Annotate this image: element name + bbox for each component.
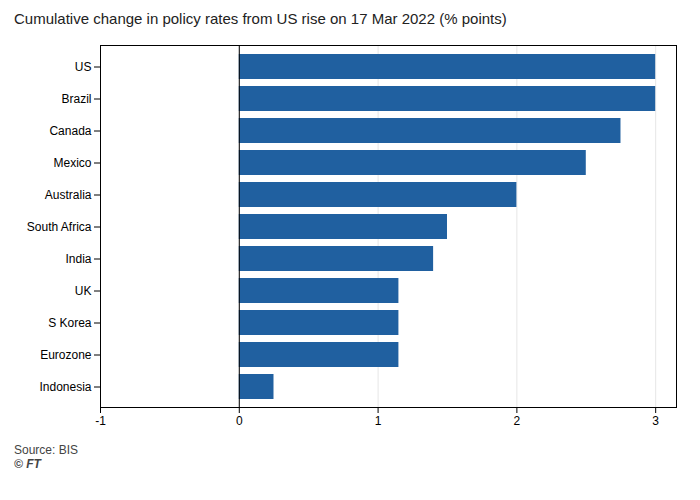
svg-text:Indonesia: Indonesia xyxy=(39,380,91,394)
svg-text:1: 1 xyxy=(375,414,382,428)
svg-text:Australia: Australia xyxy=(45,188,92,202)
svg-text:2: 2 xyxy=(514,414,521,428)
svg-text:S Korea: S Korea xyxy=(48,316,92,330)
svg-text:UK: UK xyxy=(75,284,92,298)
svg-text:Canada: Canada xyxy=(49,124,91,138)
svg-text:0: 0 xyxy=(236,414,243,428)
svg-text:Mexico: Mexico xyxy=(53,156,91,170)
svg-text:-1: -1 xyxy=(95,414,106,428)
svg-text:Brazil: Brazil xyxy=(61,92,91,106)
html-text:© FT: © FT xyxy=(14,457,41,471)
svg-text:US: US xyxy=(75,60,92,74)
html-text:Source: BIS: Source: BIS xyxy=(14,443,78,457)
svg-text:India: India xyxy=(65,252,91,266)
svg-text:Eurozone: Eurozone xyxy=(40,348,92,362)
html-text:Cumulative change in policy ra: Cumulative change in policy rates from U… xyxy=(14,10,507,27)
svg-text:3: 3 xyxy=(652,414,659,428)
svg-text:South Africa: South Africa xyxy=(27,220,92,234)
